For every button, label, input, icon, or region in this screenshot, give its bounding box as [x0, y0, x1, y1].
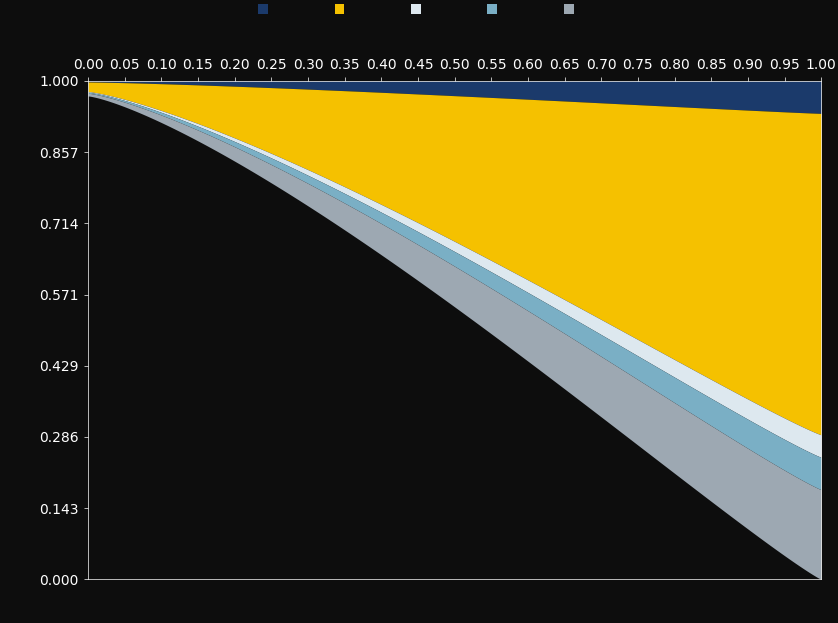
Legend: , , , , : , , , ,	[258, 3, 577, 17]
